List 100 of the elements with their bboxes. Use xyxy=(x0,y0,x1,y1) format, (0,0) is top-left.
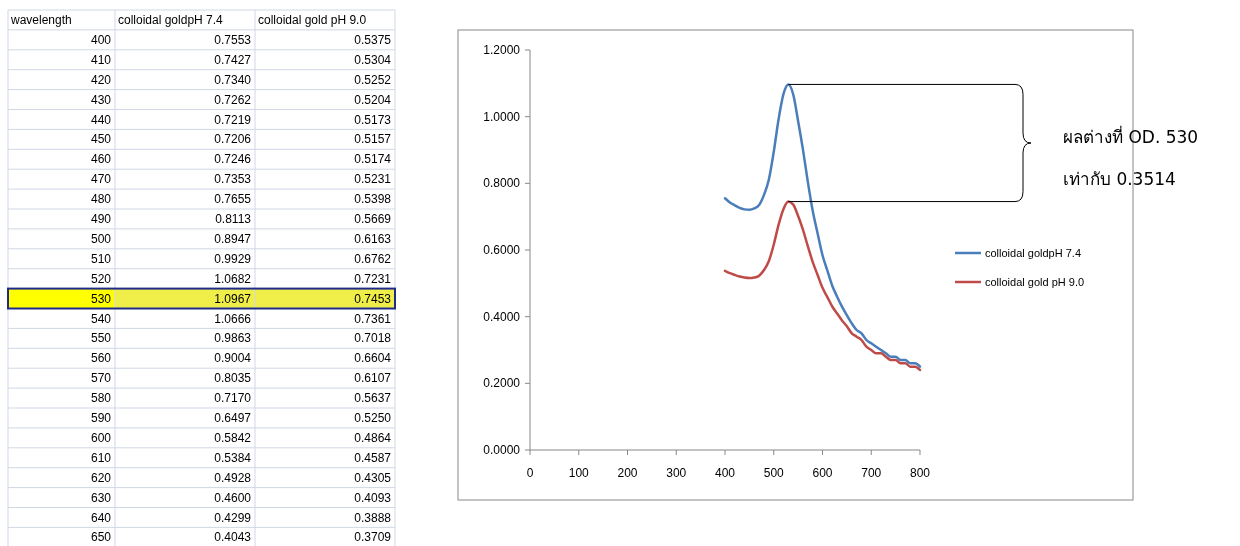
data-label: 0.5174 xyxy=(354,152,392,167)
data-label: 0.7353 xyxy=(214,172,252,187)
y-tick-label: 650 xyxy=(90,530,112,545)
data-label: 0.5231 xyxy=(354,172,392,187)
data-label: 0.5250 xyxy=(354,411,392,425)
y-tick-label: 520 xyxy=(90,271,112,286)
data-label: 0.5384 xyxy=(214,450,252,465)
y-tick-label: 440 xyxy=(90,112,112,127)
data-label: 0.5304 xyxy=(354,52,392,67)
data-label: 0.6604 xyxy=(354,351,392,366)
y-tick-label: 500 xyxy=(90,231,112,246)
x-tick-label: 600 xyxy=(812,466,833,480)
x-tick-label: 300 xyxy=(666,466,687,480)
data-label: 0.6107 xyxy=(354,371,392,386)
data-label: 0.5398 xyxy=(354,192,392,207)
data-label: 0.7262 xyxy=(214,92,252,107)
data-label: 0.5375 xyxy=(354,32,392,47)
y-tick-label: 470 xyxy=(90,172,112,187)
data-label: 0.7246 xyxy=(214,152,252,167)
y-tick-label: 0.2000 xyxy=(483,376,521,391)
line-series xyxy=(723,83,922,368)
y-tick-label: 0.6000 xyxy=(483,243,521,257)
y-tick-label: 570 xyxy=(90,371,112,386)
data-label: 0.3888 xyxy=(354,510,392,525)
data-label: 0.5157 xyxy=(354,132,392,147)
data-label: 0.6163 xyxy=(354,231,392,246)
x-tick-label: 100 xyxy=(568,466,590,480)
data-label: 0.4043 xyxy=(214,530,252,545)
y-tick-label: 540 xyxy=(90,311,112,326)
data-label: 0.9929 xyxy=(214,251,252,266)
data-label: 0.7231 xyxy=(354,271,392,286)
y-tick-label: 580 xyxy=(90,391,112,406)
data-label: 0.7553 xyxy=(214,32,252,47)
data-label: 0.4093 xyxy=(354,490,392,505)
data-label: 0.7655 xyxy=(214,192,252,207)
data-label: 0.9863 xyxy=(214,331,252,346)
data-label: 0.4305 xyxy=(354,470,392,485)
text: ผลต่างที่ OD. 530 xyxy=(1063,125,1199,147)
data-label: 0.7453 xyxy=(354,291,392,306)
y-tick-label: 600 xyxy=(90,430,112,445)
x-tick-label: 0 xyxy=(526,466,534,480)
y-axis-title: wavelength xyxy=(10,13,72,27)
data-label: 0.5842 xyxy=(214,430,252,445)
data-label: 0.7219 xyxy=(214,112,252,127)
y-tick-label: 0.8000 xyxy=(483,176,521,191)
y-tick-label: 480 xyxy=(90,192,112,207)
y-tick-label: 530 xyxy=(90,291,112,306)
data-label: 0.5669 xyxy=(354,212,392,226)
y-tick-label: 450 xyxy=(90,132,112,147)
y-tick-label: 590 xyxy=(90,411,112,425)
y-tick-label: 510 xyxy=(90,251,112,266)
data-label: 0.4299 xyxy=(214,510,252,525)
data-label: 0.4864 xyxy=(354,430,392,445)
text: เท่ากับ 0.3514 xyxy=(1063,169,1176,189)
data-label: 0.7340 xyxy=(214,72,252,87)
y-tick-label: 640 xyxy=(90,510,112,525)
y-tick-label: 420 xyxy=(90,72,112,87)
y-tick-label: 1.0000 xyxy=(483,109,521,124)
line-series xyxy=(723,200,922,372)
y-tick-label: 0.4000 xyxy=(483,309,521,324)
x-tick-label: 500 xyxy=(763,466,785,480)
y-tick-label: 490 xyxy=(90,212,112,226)
legend-label: colloidal goldpH 7.4 xyxy=(985,247,1082,259)
y-tick-label: 430 xyxy=(90,92,112,107)
data-label: 1.0682 xyxy=(214,271,252,286)
data-label: 0.4587 xyxy=(354,450,392,465)
data-label: 0.8947 xyxy=(214,231,252,246)
data-label: 0.7206 xyxy=(214,132,252,147)
data-label: 0.5204 xyxy=(354,92,392,107)
data-label: 0.3709 xyxy=(354,530,392,545)
data-label: 0.7361 xyxy=(354,311,392,326)
data-label: 0.7170 xyxy=(214,391,252,406)
x-tick-label: 700 xyxy=(861,466,882,480)
y-tick-label: 560 xyxy=(90,351,112,366)
data-label: 0.4928 xyxy=(214,470,252,485)
y-tick-label: 0.0000 xyxy=(483,443,521,457)
data-label: 0.6762 xyxy=(354,251,392,266)
data-label: 0.7427 xyxy=(214,52,252,67)
data-label: 1.0967 xyxy=(214,291,252,306)
y-tick-label: 620 xyxy=(90,470,112,485)
data-label: 0.8035 xyxy=(214,371,252,386)
y-tick-label: 630 xyxy=(90,490,112,505)
y-tick-label: 400 xyxy=(90,32,112,47)
data-label: 1.0666 xyxy=(214,311,252,326)
data-label: 0.8113 xyxy=(215,212,252,226)
x-tick-label: 200 xyxy=(617,466,638,480)
data-label: 0.6497 xyxy=(214,411,252,425)
x-tick-label: 400 xyxy=(714,466,736,480)
data-label: 0.7018 xyxy=(354,331,392,346)
y-tick-label: 410 xyxy=(90,52,112,67)
data-label: 0.5252 xyxy=(354,72,392,87)
data-label: 0.5637 xyxy=(354,391,392,406)
y-tick-label: 1.2000 xyxy=(483,43,521,57)
data-label: 0.9004 xyxy=(214,351,252,366)
y-tick-label: 460 xyxy=(90,152,112,167)
data-label: 0.4600 xyxy=(214,490,252,505)
x-tick-label: 800 xyxy=(909,466,931,480)
y-tick-label: 610 xyxy=(90,450,112,465)
y-tick-label: 550 xyxy=(90,331,112,346)
legend-label: colloidal gold pH 9.0 xyxy=(985,276,1085,288)
